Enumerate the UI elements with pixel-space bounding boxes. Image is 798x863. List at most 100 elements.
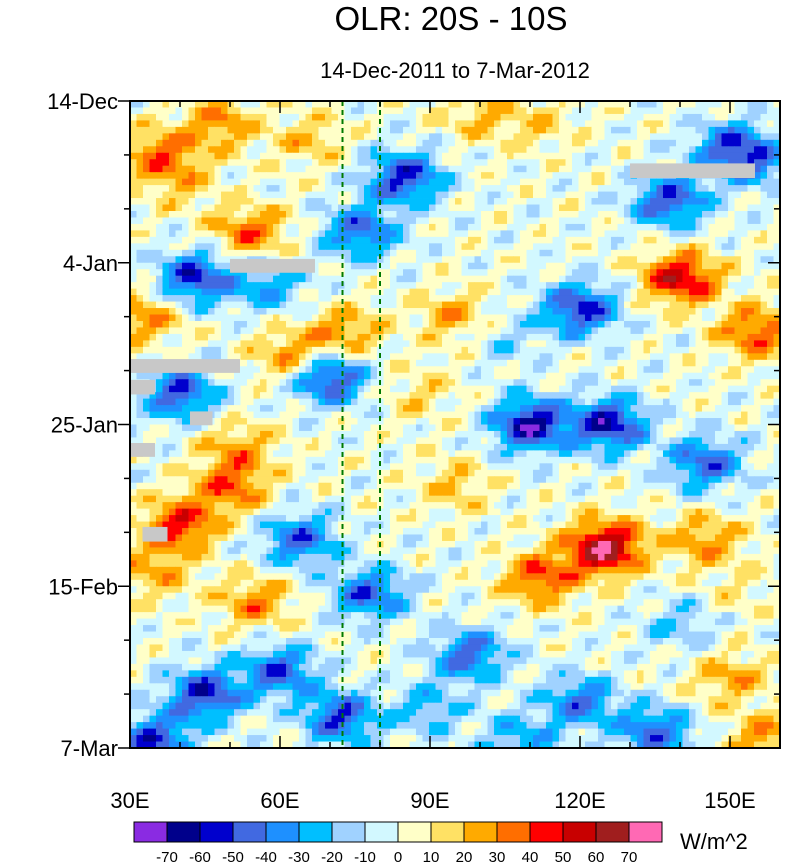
field-cell [260, 405, 267, 412]
field-cell [760, 230, 768, 238]
field-cell [344, 418, 352, 425]
field-cell [253, 191, 261, 199]
field-cell [500, 346, 508, 354]
field-cell [604, 346, 612, 354]
field-cell [468, 243, 475, 251]
field-cell [409, 398, 417, 406]
field-cell [442, 113, 449, 121]
field-cell [708, 372, 716, 380]
field-cell [299, 295, 306, 302]
field-cell [611, 320, 618, 328]
field-cell [461, 243, 469, 251]
field-cell [240, 353, 248, 361]
field-cell [416, 120, 423, 128]
field-cell [260, 159, 267, 167]
field-cell [364, 126, 371, 134]
field-cell [728, 372, 735, 380]
field-cell [351, 126, 358, 134]
field-cell [682, 340, 690, 348]
field-cell [318, 101, 326, 108]
field-cell [474, 379, 482, 387]
field-cell [169, 126, 176, 134]
field-cell [364, 314, 371, 322]
field-cell [201, 398, 209, 406]
field-cell [234, 133, 241, 141]
field-cell [468, 275, 475, 283]
field-cell [624, 379, 631, 387]
field-cell [617, 262, 625, 270]
field-cell [533, 152, 540, 160]
field-cell [650, 398, 657, 406]
field-cell [247, 243, 254, 251]
field-cell [526, 172, 534, 180]
field-cell [546, 418, 553, 425]
field-cell [513, 385, 521, 393]
field-cell [565, 107, 573, 115]
field-cell [676, 139, 683, 147]
field-cell [708, 398, 716, 406]
field-cell [253, 288, 261, 296]
field-cell [312, 133, 319, 141]
field-cell [474, 275, 482, 283]
field-cell [591, 210, 599, 218]
field-cell [565, 333, 573, 341]
field-cell [156, 210, 163, 218]
field-cell [578, 359, 586, 367]
field-cell [422, 120, 430, 128]
field-cell [643, 346, 651, 354]
field-cell [552, 256, 560, 264]
field-cell [331, 346, 339, 354]
field-cell [682, 217, 690, 225]
field-cell [611, 282, 618, 290]
field-cell [682, 178, 690, 186]
field-cell [149, 172, 157, 180]
field-cell [520, 185, 527, 192]
field-cell [448, 385, 456, 393]
field-cell [416, 392, 423, 400]
field-cell [143, 107, 150, 115]
field-cell [403, 301, 410, 309]
field-cell [767, 249, 774, 257]
field-cell [676, 198, 683, 205]
field-cell [474, 230, 482, 238]
field-cell [182, 101, 189, 108]
field-cell [273, 185, 280, 192]
field-cell [656, 353, 664, 361]
field-cell [533, 165, 540, 173]
field-cell [162, 262, 170, 270]
field-cell [143, 256, 150, 264]
field-cell [312, 178, 319, 186]
field-cell [136, 236, 144, 244]
field-cell [539, 210, 547, 218]
field-cell [364, 120, 371, 128]
field-cell [221, 340, 228, 348]
field-cell [682, 372, 690, 380]
field-cell [409, 146, 417, 154]
field-cell [591, 249, 599, 257]
field-cell [162, 133, 170, 141]
field-cell [682, 185, 690, 192]
field-cell [182, 113, 189, 121]
field-cell [266, 210, 274, 218]
field-cell [247, 172, 254, 180]
field-cell [383, 359, 391, 367]
field-cell [572, 372, 579, 380]
field-cell [325, 262, 332, 270]
field-cell [481, 405, 488, 412]
field-cell [383, 198, 391, 205]
field-cell [370, 353, 378, 361]
field-cell [559, 256, 566, 264]
field-cell [539, 159, 547, 167]
field-cell [520, 236, 527, 244]
field-cell [234, 327, 241, 335]
field-cell [689, 223, 696, 231]
field-cell [130, 301, 137, 309]
field-cell [195, 385, 202, 393]
field-cell [234, 353, 241, 361]
field-cell [468, 288, 475, 296]
field-cell [682, 288, 690, 296]
field-cell [526, 269, 534, 277]
field-cell [721, 288, 729, 296]
field-cell [136, 210, 144, 218]
field-cell [513, 418, 521, 425]
